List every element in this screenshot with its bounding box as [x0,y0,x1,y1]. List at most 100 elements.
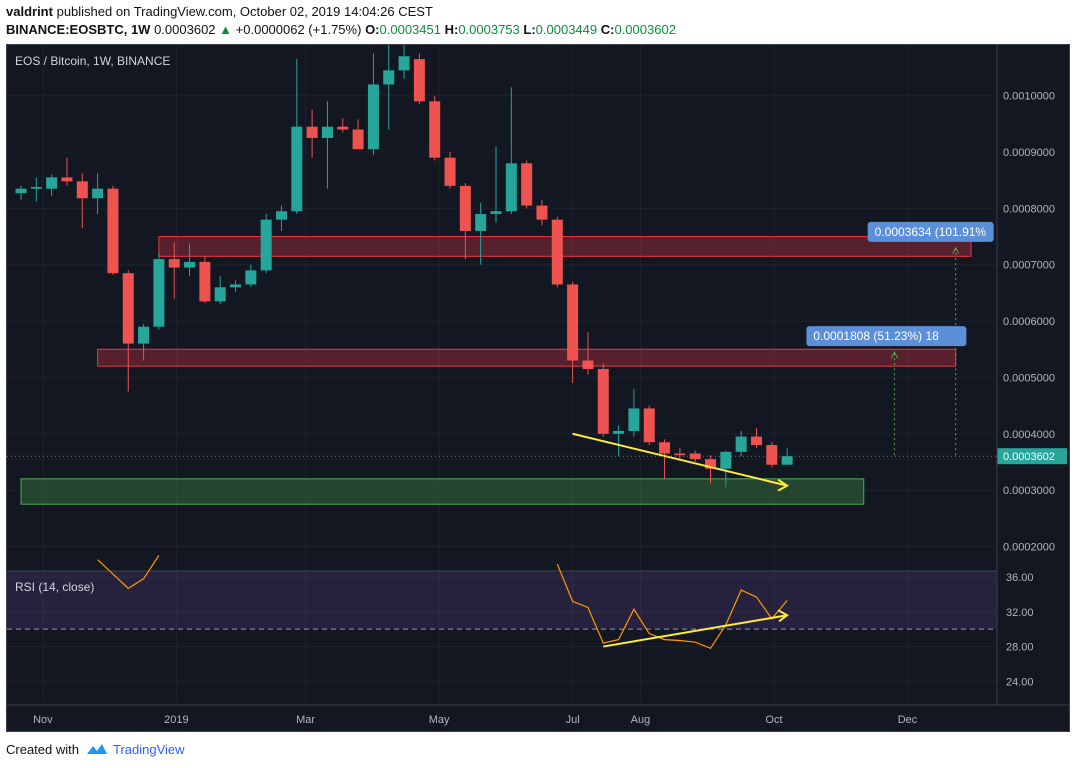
footer: Created with TradingView [6,742,185,757]
candle-body [551,219,563,285]
price-tick-label: 0.0007000 [1003,260,1055,272]
tradingview-brand[interactable]: TradingView [113,742,185,757]
candle-body [260,219,272,271]
candle-body [168,259,180,268]
candle-body [674,453,686,456]
candle-body [505,163,517,212]
price-tick-label: 0.0005000 [1003,372,1055,384]
rsi-legend: RSI (14, close) [15,580,94,594]
candle-body [705,459,717,469]
time-tick-label: Nov [33,714,53,726]
high-label: H: [444,22,459,37]
chart-canvas[interactable]: 0.0001808 (51.23%) 180.0003634 (101.91% … [7,39,1069,731]
price-tick-label: 0.0004000 [1003,429,1055,441]
time-tick-label: 2019 [164,714,188,726]
candle-body [367,84,379,150]
candle-body [643,408,655,443]
candle-body [766,445,778,465]
candle-body [291,126,303,212]
time-tick-label: Oct [765,714,782,726]
candle-body [46,177,58,189]
candle-body [459,185,471,231]
rsi-trendline-arrowhead-icon [777,609,789,623]
candle-body [597,368,609,434]
symbol-label: BINANCE:EOSBTC, 1W [6,22,151,37]
price-tick-label: 0.0008000 [1003,203,1055,215]
candle-body [613,430,625,434]
measure-arrow-icon [890,350,898,359]
candle-body [398,56,410,71]
created-with-label: Created with [6,742,79,757]
price-change: +0.0000062 (+1.75%) [235,22,362,37]
candle-body [199,261,211,302]
candle-body [30,186,42,189]
measure-arrow-icon [952,246,960,255]
rsi-tick-label: 36.00 [1006,572,1034,584]
resistance-zone [97,348,957,367]
tradingview-logo-icon [86,744,107,754]
candle-body [153,259,165,327]
close-label: C: [600,22,615,37]
candle-body [781,456,793,465]
candle-body [750,436,762,446]
candle-body [138,326,150,344]
candle-body [230,284,242,288]
high-value: 0.0003753 [458,22,520,37]
candle-body [76,181,88,199]
time-tick-label: May [429,714,450,726]
price-tick-label: 0.0002000 [1003,541,1055,553]
candle-body [352,129,364,150]
candle-body [475,214,487,231]
chart-frame[interactable]: 0.0001808 (51.23%) 18 0.0003634 (101.91% … [6,39,1070,732]
candle-body [628,408,640,431]
candle-body [92,188,104,199]
measure-label: 0.0003634 (101.91% [875,225,987,239]
rsi-tick-label: 24.00 [1006,676,1034,688]
support-zone [20,478,865,505]
price-trendline [572,432,788,487]
last-price: 0.0003602 [154,22,216,37]
last-price-tag [997,448,1067,465]
candle-body [184,261,196,268]
publish-info: published on TradingView.com, October 02… [56,4,433,19]
candle-body [429,101,441,158]
price-tick-label: 0.0010000 [1003,91,1055,103]
time-tick-label: Jul [566,714,580,726]
candle-body [15,188,27,194]
candle-body [490,211,502,215]
candle-body [735,436,747,452]
candle-body [61,177,73,182]
candle-body [245,270,257,285]
measure-box [806,326,967,347]
up-arrow-icon: ▲ [219,22,233,37]
trendline-arrowhead-icon [777,478,790,492]
time-tick-label: Dec [898,714,918,726]
rsi-tick-label: 28.00 [1006,642,1034,654]
candle-body [122,273,134,344]
candle-body [521,163,533,206]
candle-body [413,59,425,102]
resistance-zone [158,236,972,257]
candle-body [444,157,456,186]
candle-body [306,126,318,138]
ohlc-line: BINANCE:EOSBTC, 1W 0.0003602 ▲ +0.000006… [6,22,676,37]
price-tick-label: 0.0006000 [1003,316,1055,328]
time-tick-label: Mar [296,714,315,726]
rsi-trendline [603,614,788,648]
low-value: 0.0003449 [535,22,598,37]
candle-body [582,360,594,369]
candle-body [214,287,226,302]
rsi-line [556,563,788,650]
price-tick-label: 0.0003000 [1003,485,1055,497]
last-price-label: 0.0003602 [1003,451,1055,463]
candle-body [720,451,732,469]
candle-body [567,284,579,361]
time-tick-label: Aug [631,714,651,726]
publisher-line: valdrint published on TradingView.com, O… [6,4,433,19]
measure-box [867,221,994,242]
low-label: L: [523,22,536,37]
measure-label: 0.0001808 (51.23%) 18 [813,329,939,343]
author-name[interactable]: valdrint [6,4,53,19]
price-tick-label: 0.0009000 [1003,147,1055,159]
open-label: O: [365,22,380,37]
